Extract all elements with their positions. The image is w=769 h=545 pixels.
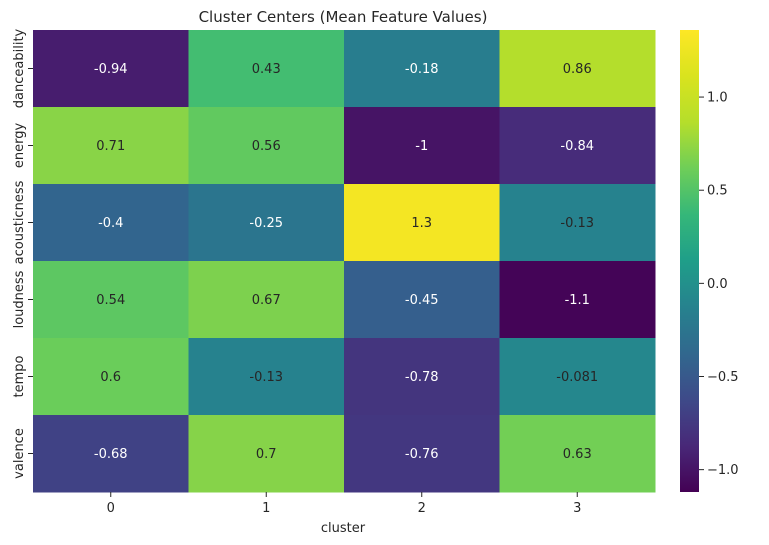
cell-value-label: -0.4: [98, 216, 123, 231]
colorbar: [680, 30, 699, 492]
heatmap-cell: [33, 30, 189, 108]
colorbar-tick-label: 0.0: [707, 277, 728, 292]
cell-value-label: 0.63: [563, 447, 592, 462]
x-axis-label: cluster: [321, 521, 366, 536]
y-tick-label: danceability: [12, 28, 27, 108]
heatmap-cell: [33, 338, 189, 416]
cell-value-label: 0.43: [252, 62, 281, 77]
cell-value-label: -0.25: [249, 216, 283, 231]
cell-value-label: -0.94: [94, 62, 128, 77]
y-tick-label: valence: [12, 428, 27, 479]
heatmap-cell: [499, 338, 656, 416]
heatmap-cell: [344, 338, 500, 416]
heatmap-cell: [33, 107, 189, 185]
cell-value-label: -0.78: [405, 370, 439, 385]
cell-value-label: 0.71: [96, 139, 125, 154]
y-axis-ticks: danceability energy acousticness loudness te…: [12, 28, 33, 479]
chart-title: Cluster Centers (Mean Feature Values): [199, 8, 488, 26]
x-tick-label: 2: [418, 501, 426, 516]
cell-value-label: -0.13: [249, 370, 283, 385]
heatmap-cell: [188, 338, 345, 416]
heatmap-cell: [188, 30, 345, 108]
cell-value-label: -0.45: [405, 293, 439, 308]
cell-value-label: -0.081: [556, 370, 598, 385]
heatmap-cell-labels: -0.94 0.43 -0.18 0.86 0.71 0.56 -1 -0.84 -0.4 -0.…: [94, 62, 598, 462]
heatmap-cell: [344, 415, 500, 493]
heatmap-cell: [499, 184, 656, 262]
x-tick-label: 1: [262, 501, 270, 516]
cell-value-label: -0.76: [405, 447, 439, 462]
y-tick-label: energy: [12, 123, 27, 169]
heatmap-cell: [188, 107, 345, 185]
heatmap-cell: [344, 184, 500, 262]
cell-value-label: 0.67: [252, 293, 281, 308]
x-axis-ticks: 0 1 2 3: [107, 492, 581, 516]
cell-value-label: -0.84: [560, 139, 594, 154]
y-tick-label: loudness: [12, 270, 27, 328]
colorbar-tick-label: 1.0: [707, 91, 728, 106]
cell-value-label: 1.3: [411, 216, 432, 231]
heatmap-cell: [188, 184, 345, 262]
cell-value-label: 0.54: [96, 293, 125, 308]
colorbar-tick-label: −0.5: [707, 370, 739, 385]
cell-value-label: -1.1: [565, 293, 590, 308]
heatmap-cell: [499, 30, 656, 108]
colorbar-tick-label: 0.5: [707, 184, 728, 199]
heatmap-cell: [188, 261, 345, 339]
heatmap-cell: [33, 184, 189, 262]
heatmap-cell: [344, 261, 500, 339]
heatmap-cell: [344, 107, 500, 185]
cell-value-label: 0.56: [252, 139, 281, 154]
heatmap-cell: [499, 261, 656, 339]
cell-value-label: 0.86: [563, 62, 592, 77]
cell-value-label: -0.18: [405, 62, 439, 77]
heatmap-cell: [188, 415, 345, 493]
heatmap-cell: [33, 261, 189, 339]
heatmap-cells: [33, 30, 656, 493]
cell-value-label: -0.13: [560, 216, 594, 231]
heatmap-cell: [33, 415, 189, 493]
y-tick-label: tempo: [12, 355, 27, 397]
cell-value-label: -0.68: [94, 447, 128, 462]
heatmap-cell: [499, 107, 656, 185]
colorbar-ticks: −1.0 −0.5 0.0 0.5 1.0: [699, 91, 739, 478]
cell-value-label: -1: [415, 139, 428, 154]
heatmap-cell: [344, 30, 500, 108]
x-tick-label: 0: [107, 501, 115, 516]
colorbar-tick-label: −1.0: [707, 463, 739, 478]
cell-value-label: 0.6: [100, 370, 121, 385]
y-tick-label: acousticness: [12, 180, 27, 264]
cell-value-label: 0.7: [256, 447, 277, 462]
x-tick-label: 3: [573, 501, 581, 516]
heatmap-cell: [499, 415, 656, 493]
